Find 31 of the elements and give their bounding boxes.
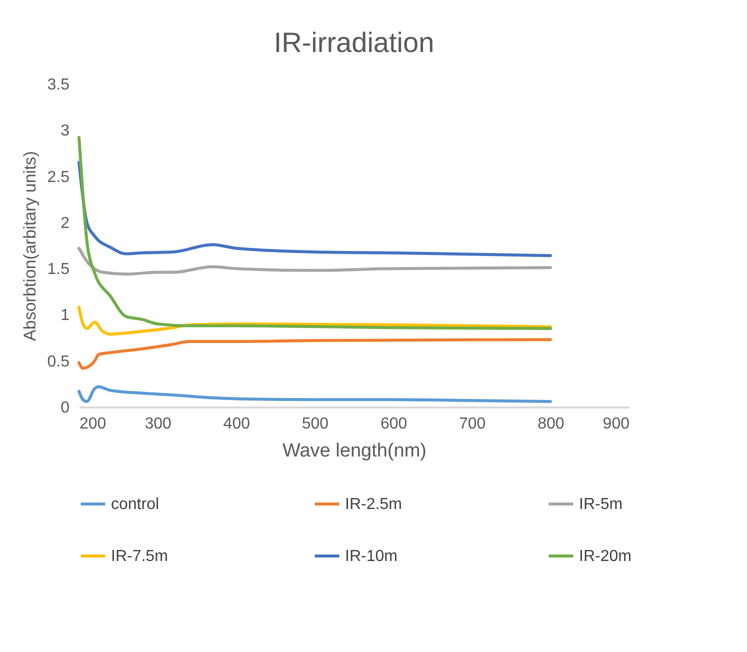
y-tick-label: 2 [60,214,70,232]
legend-label: IR-10m [345,548,398,565]
x-tick-label: 900 [602,416,630,432]
chart-title: IR-irradiation [274,27,434,58]
legend-label: IR-2.5m [345,496,402,513]
line-series [78,306,552,336]
y-tick-label: 0 [60,400,70,416]
x-tick-label: 800 [538,416,564,432]
y-tick-label: 1 [60,307,70,324]
line-series [78,160,552,258]
x-tick-label: 200 [80,416,106,432]
line-series [78,385,552,403]
legend-label: IR-5m [579,496,623,513]
line-series [78,136,552,330]
x-tick-label: 300 [144,416,172,432]
legend-label: control [111,496,160,513]
x-tick-label: 700 [459,416,486,432]
y-tick-label: 2.5 [47,168,70,186]
legend-label: IR-7.5m [111,548,168,565]
legend-label: IR-20m [579,548,632,565]
y-tick-label: 3.5 [47,76,70,94]
y-tick-label: 1.5 [47,261,70,278]
y-tick-label: 0.5 [47,353,70,370]
line-series [78,246,552,276]
x-tick-label: 400 [223,416,250,432]
x-axis-title: Wave length(nm) [282,440,426,462]
x-tick-label: 600 [380,416,408,432]
y-axis-title: Absorbtion(arbitary units) [20,151,40,341]
y-tick-label: 3 [60,122,70,140]
line-series [78,338,552,370]
x-tick-label: 500 [302,416,329,432]
